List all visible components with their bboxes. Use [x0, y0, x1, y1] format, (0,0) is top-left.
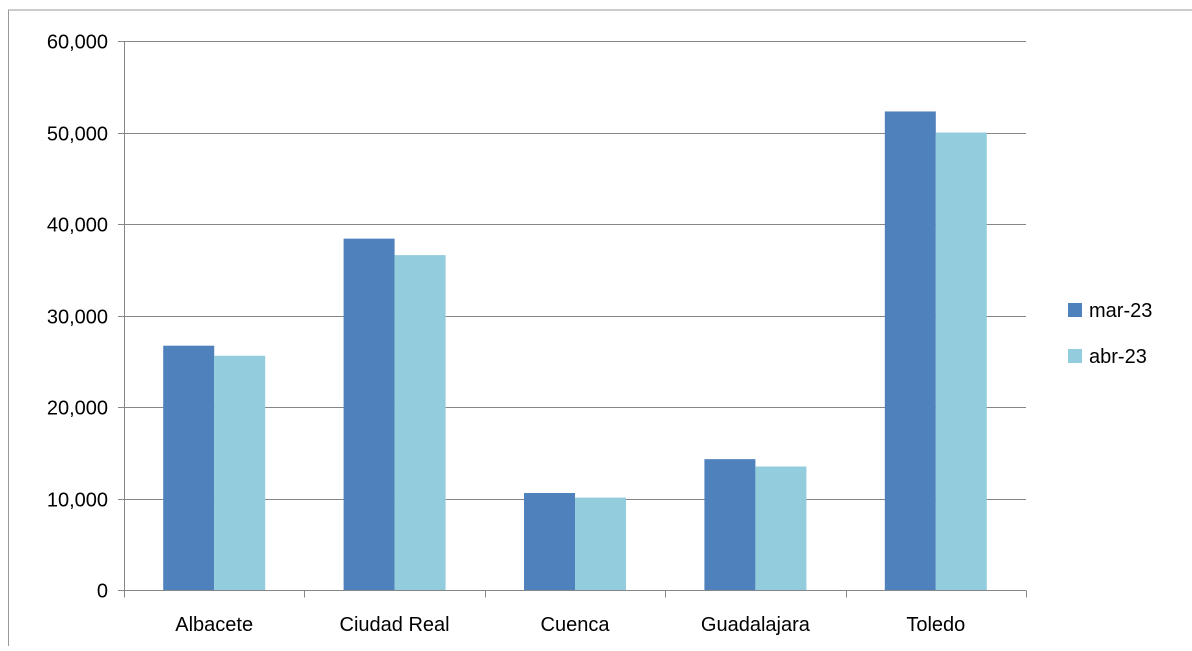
y-tick-label: 40,000: [47, 215, 108, 237]
y-tick-label: 20,000: [47, 398, 108, 420]
y-tick-label: 10,000: [47, 490, 108, 512]
x-tick-label: Cuenca: [541, 614, 611, 636]
y-tick-label: 30,000: [47, 307, 108, 329]
x-tick-label: Ciudad Real: [340, 614, 450, 636]
x-tick-label: Toledo: [906, 614, 965, 636]
x-tick-label: Albacete: [175, 614, 253, 636]
legend-swatch-abr-23: [1068, 349, 1082, 363]
legend: mar-23 abr-23: [1068, 300, 1152, 368]
bar-mar-23-albacete: [163, 345, 215, 590]
bar-abr-23-albacete: [214, 355, 266, 590]
bar-mar-23-cuenca: [524, 493, 575, 590]
bars: [163, 111, 987, 591]
bar-abr-23-cuenca: [575, 497, 626, 590]
legend-swatch-mar-23: [1068, 303, 1082, 317]
y-tick-label: 0: [97, 581, 108, 603]
bar-abr-23-guadalajara: [755, 466, 807, 590]
bar-abr-23-ciudad-real: [394, 255, 446, 591]
y-tick-label: 50,000: [47, 124, 108, 146]
legend-label-mar-23: mar-23: [1089, 300, 1152, 322]
bar-mar-23-guadalajara: [704, 459, 756, 590]
legend-label-abr-23: abr-23: [1089, 346, 1147, 368]
bar-mar-23-ciudad-real: [343, 238, 395, 590]
bar-mar-23-toledo: [884, 111, 936, 590]
y-tick-labels: 0 10,000 20,000 30,000 40,000 50,000 60,000: [47, 32, 108, 603]
axes: [118, 41, 1027, 598]
x-tick-labels: Albacete Ciudad Real Cuenca Guadalajara Tole…: [175, 614, 965, 636]
x-tick-label: Guadalajara: [701, 614, 811, 636]
y-tick-label: 60,000: [47, 32, 108, 54]
bar-abr-23-toledo: [935, 132, 987, 590]
